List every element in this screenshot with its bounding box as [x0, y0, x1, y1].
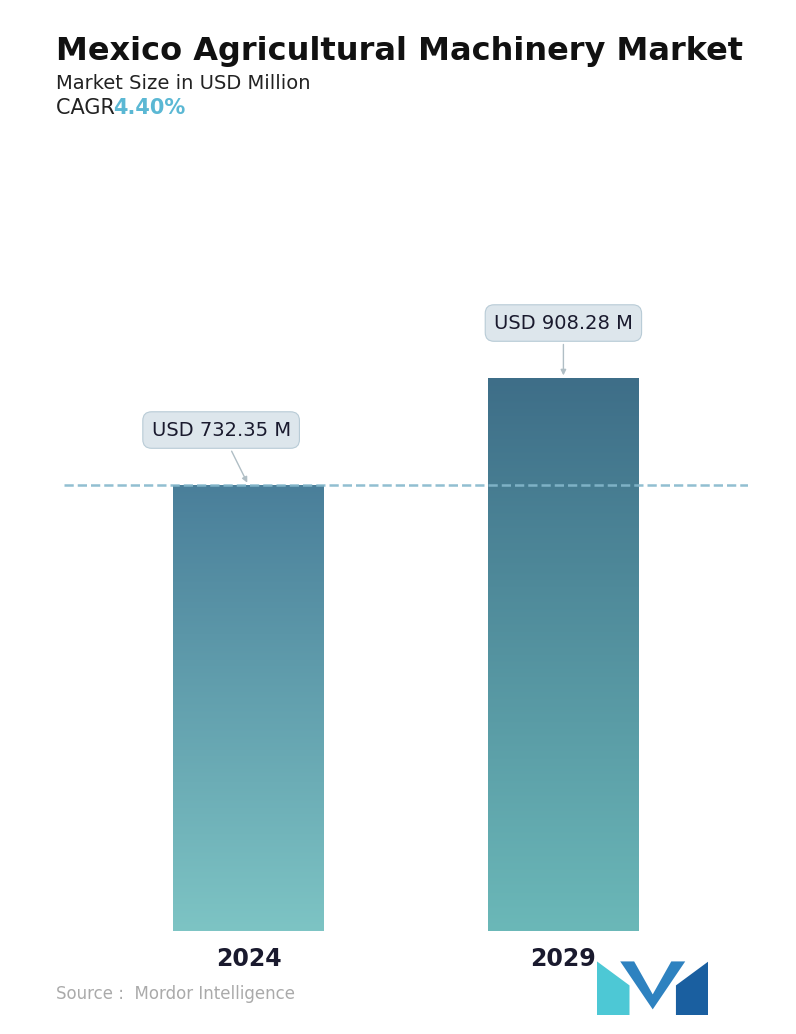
Text: Mexico Agricultural Machinery Market: Mexico Agricultural Machinery Market: [56, 36, 743, 67]
Text: USD 732.35 M: USD 732.35 M: [151, 421, 291, 481]
Polygon shape: [620, 962, 685, 1009]
Text: Market Size in USD Million: Market Size in USD Million: [56, 74, 310, 93]
Text: Source :  Mordor Intelligence: Source : Mordor Intelligence: [56, 985, 295, 1003]
Text: 4.40%: 4.40%: [113, 98, 185, 118]
Polygon shape: [676, 962, 708, 1015]
Text: CAGR: CAGR: [56, 98, 121, 118]
Polygon shape: [597, 962, 630, 1015]
Text: USD 908.28 M: USD 908.28 M: [494, 313, 633, 374]
